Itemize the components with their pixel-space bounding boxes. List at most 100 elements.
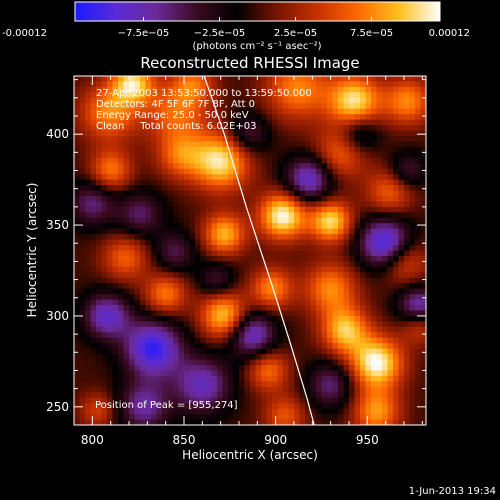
heatmap-cell [222,125,229,132]
heatmap-cell [272,408,279,415]
heatmap-cell [206,76,213,83]
heatmap-cell [195,315,202,322]
heatmap-cell [107,119,114,126]
heatmap-cell [239,326,246,333]
heatmap-cell [96,228,103,235]
heatmap-cell [272,130,279,137]
heatmap-cell [338,190,345,197]
heatmap-cell [162,321,169,328]
heatmap-cell [145,212,152,219]
heatmap-cell [354,381,361,388]
heatmap-cell [415,168,422,175]
heatmap-cell [184,92,191,99]
heatmap-cell [123,370,130,377]
heatmap-cell [134,92,141,99]
heatmap-cell [85,419,92,425]
heatmap-cell [228,223,235,230]
heatmap-cell [140,354,147,361]
heatmap-cell [107,228,114,235]
heatmap-cell [85,397,92,404]
heatmap-cell [85,370,92,377]
heatmap-cell [332,125,339,132]
heatmap-cell [233,103,240,110]
heatmap-cell [244,92,251,99]
heatmap-cell [178,239,185,246]
heatmap-cell [310,354,317,361]
heatmap-cell [228,179,235,186]
heatmap-cell [129,370,136,377]
heatmap-cell [195,359,202,366]
heatmap-cell [123,343,130,350]
heatmap-cell [338,250,345,257]
heatmap-cell [349,217,356,224]
heatmap-cell [349,381,356,388]
heatmap-cell [244,365,251,372]
heatmap-cell [420,381,426,388]
heatmap-cell [79,315,86,322]
heatmap-cell [354,141,361,148]
heatmap-cell [387,272,394,279]
heatmap-cell [283,315,290,322]
heatmap-cell [173,103,180,110]
heatmap-cell [244,326,251,333]
heatmap-cell [145,348,152,355]
heatmap-cell [239,174,246,181]
heatmap-cell [376,337,383,344]
heatmap-cell [294,397,301,404]
heatmap-cell [404,386,411,393]
heatmap-cell [272,310,279,317]
heatmap-cell [360,414,367,421]
heatmap-cell [134,354,141,361]
heatmap-cell [283,228,290,235]
heatmap-cell [420,266,426,273]
heatmap-cell [79,245,86,252]
heatmap-cell [404,250,411,257]
heatmap-cell [228,397,235,404]
heatmap-cell [272,403,279,410]
heatmap-cell [134,86,141,93]
heatmap-cell [343,157,350,164]
heatmap-cell [349,168,356,175]
heatmap-cell [255,261,262,268]
heatmap-cell [184,386,191,393]
heatmap-cell [233,108,240,115]
heatmap-cell [272,108,279,115]
heatmap-cell [206,321,213,328]
heatmap-cell [371,354,378,361]
heatmap-cell [129,97,136,104]
heatmap-cell [277,190,284,197]
heatmap-cell [118,326,125,333]
heatmap-cell [90,365,97,372]
heatmap-cell [250,190,257,197]
heatmap-cell [173,255,180,262]
heatmap-cell [371,114,378,121]
heatmap-cell [288,163,295,170]
heatmap-cell [173,326,180,333]
heatmap-cell [365,277,372,284]
heatmap-cell [327,332,334,339]
heatmap-cell [145,343,152,350]
heatmap-cell [398,386,405,393]
heatmap-cell [277,135,284,143]
heatmap-cell [409,97,416,104]
heatmap-cell [387,343,394,350]
heatmap-cell [167,86,174,93]
heatmap-cell [74,217,81,224]
heatmap-cell [277,185,284,192]
heatmap-cell [140,392,147,399]
heatmap-cell [134,76,141,83]
heatmap-cell [398,135,405,143]
heatmap-cell [118,146,125,153]
heatmap-cell [393,228,400,235]
heatmap-cell [228,332,235,339]
heatmap-cell [316,299,323,306]
heatmap-cell [349,315,356,322]
heatmap-cell [90,179,97,186]
heatmap-cell [321,168,328,175]
heatmap-cell [211,245,218,252]
heatmap-cell [404,97,411,104]
heatmap-cell [283,245,290,252]
heatmap-cell [420,337,426,344]
heatmap-cell [387,223,394,230]
heatmap-cell [393,245,400,252]
